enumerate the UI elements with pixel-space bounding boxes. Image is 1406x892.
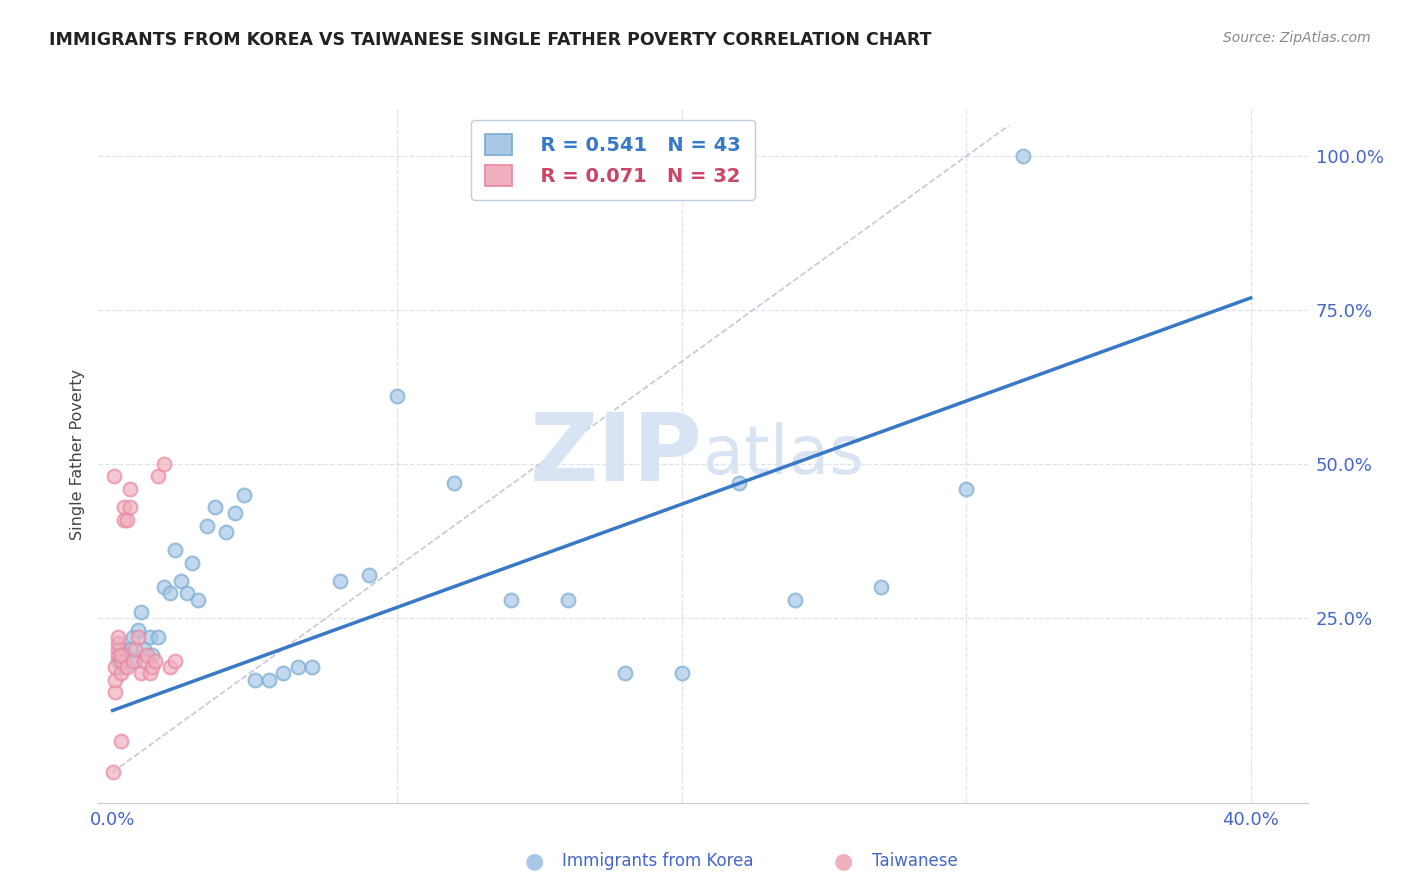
Point — [955, 482, 977, 496]
Point — [107, 636, 129, 650]
Point — [273, 666, 295, 681]
Text: Taiwanese: Taiwanese — [872, 852, 957, 870]
Point — [138, 630, 160, 644]
Point — [165, 654, 187, 668]
Point — [107, 630, 129, 644]
Point — [107, 641, 129, 656]
Point — [107, 648, 129, 662]
Point — [195, 518, 218, 533]
Point — [301, 660, 323, 674]
Point — [159, 586, 181, 600]
Point — [110, 654, 132, 668]
Point — [176, 586, 198, 600]
Text: atlas: atlas — [703, 422, 863, 488]
Point — [232, 488, 254, 502]
Point — [121, 654, 143, 668]
Point — [557, 592, 579, 607]
Point — [118, 641, 141, 656]
Point — [118, 500, 141, 515]
Point — [112, 500, 135, 515]
Point — [104, 660, 127, 674]
Point — [153, 457, 176, 471]
Point — [215, 524, 238, 539]
Point — [257, 673, 280, 687]
Point — [129, 666, 152, 681]
Point — [103, 469, 125, 483]
Point — [138, 666, 160, 681]
Point — [141, 648, 163, 662]
Point — [115, 512, 138, 526]
Point — [127, 624, 149, 638]
Text: ●: ● — [524, 851, 544, 871]
Point — [132, 654, 155, 668]
Point — [146, 630, 169, 644]
Point — [1012, 149, 1035, 163]
Point — [499, 592, 522, 607]
Point — [204, 500, 226, 515]
Point — [115, 648, 138, 662]
Point — [104, 685, 127, 699]
Point — [121, 630, 143, 644]
Point — [613, 666, 636, 681]
Point — [143, 654, 166, 668]
Point — [118, 482, 141, 496]
Point — [135, 648, 157, 662]
Point — [110, 641, 132, 656]
Point — [107, 654, 129, 668]
Point — [671, 666, 693, 681]
Point — [243, 673, 266, 687]
Point — [141, 660, 163, 674]
Text: ZIP: ZIP — [530, 409, 703, 501]
Text: ●: ● — [834, 851, 853, 871]
Point — [112, 512, 135, 526]
Point — [181, 556, 204, 570]
Point — [153, 580, 176, 594]
Text: Immigrants from Korea: Immigrants from Korea — [562, 852, 754, 870]
Point — [159, 660, 181, 674]
Point — [187, 592, 209, 607]
Point — [127, 630, 149, 644]
Point — [115, 660, 138, 674]
Legend:   R = 0.541   N = 43,   R = 0.071   N = 32: R = 0.541 N = 43, R = 0.071 N = 32 — [471, 120, 755, 200]
Point — [132, 641, 155, 656]
Point — [110, 648, 132, 662]
Point — [165, 543, 187, 558]
Point — [129, 605, 152, 619]
Point — [869, 580, 891, 594]
Point — [727, 475, 749, 490]
Point — [124, 654, 146, 668]
Point — [124, 641, 146, 656]
Text: Source: ZipAtlas.com: Source: ZipAtlas.com — [1223, 31, 1371, 45]
Point — [104, 673, 127, 687]
Point — [287, 660, 309, 674]
Text: IMMIGRANTS FROM KOREA VS TAIWANESE SINGLE FATHER POVERTY CORRELATION CHART: IMMIGRANTS FROM KOREA VS TAIWANESE SINGL… — [49, 31, 932, 49]
Point — [224, 507, 246, 521]
Point — [146, 469, 169, 483]
Point — [112, 660, 135, 674]
Point — [385, 389, 408, 403]
Point — [103, 764, 125, 779]
Point — [443, 475, 465, 490]
Point — [110, 666, 132, 681]
Point — [357, 568, 380, 582]
Y-axis label: Single Father Poverty: Single Father Poverty — [70, 369, 86, 541]
Point — [170, 574, 193, 589]
Point — [110, 734, 132, 748]
Point — [785, 592, 807, 607]
Point — [329, 574, 352, 589]
